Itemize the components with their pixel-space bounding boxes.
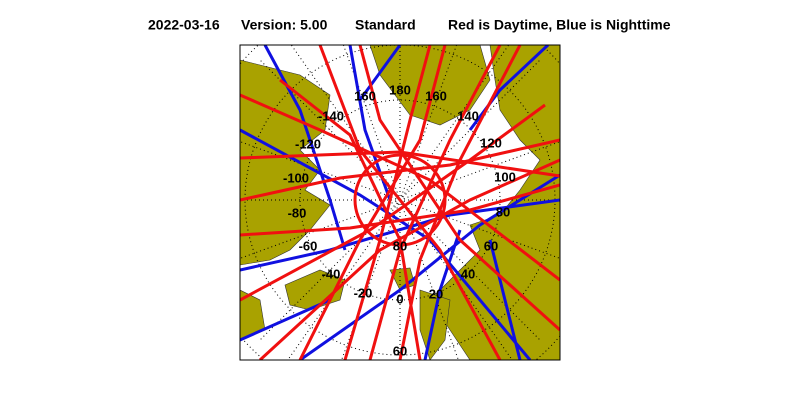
- latitude-label: 60: [393, 343, 407, 358]
- longitude-label: 140: [457, 108, 479, 123]
- longitude-label: 60: [484, 238, 498, 253]
- longitude-label: -80: [288, 205, 307, 220]
- legend: Red is Daytime, Blue is Nighttime: [448, 17, 671, 33]
- date: 2022-03-16: [148, 17, 220, 33]
- longitude-label: -120: [295, 136, 321, 151]
- latitude-label: 80: [393, 238, 407, 253]
- longitude-label: -60: [299, 238, 318, 253]
- tracks: [240, 45, 560, 360]
- longitude-label: 160: [425, 88, 447, 103]
- version: Version: 5.00: [241, 17, 328, 33]
- frame: [239, 44, 561, 361]
- longitude-label: 0: [396, 291, 403, 306]
- longitude-label: -100: [283, 170, 309, 185]
- longitude-label: 80: [496, 204, 510, 219]
- map: [240, 45, 560, 360]
- longitude-label: -140: [318, 108, 344, 123]
- longitude-label: -20: [354, 285, 373, 300]
- longitude-label: 100: [494, 169, 516, 184]
- longitude-label: 120: [480, 135, 502, 150]
- longitude-label: -40: [322, 266, 341, 281]
- longitude-label: 180: [389, 82, 411, 97]
- product: Standard: [355, 17, 416, 33]
- longitude-label: 20: [429, 286, 443, 301]
- longitude-label: 160: [354, 88, 376, 103]
- longitude-label: 40: [461, 266, 475, 281]
